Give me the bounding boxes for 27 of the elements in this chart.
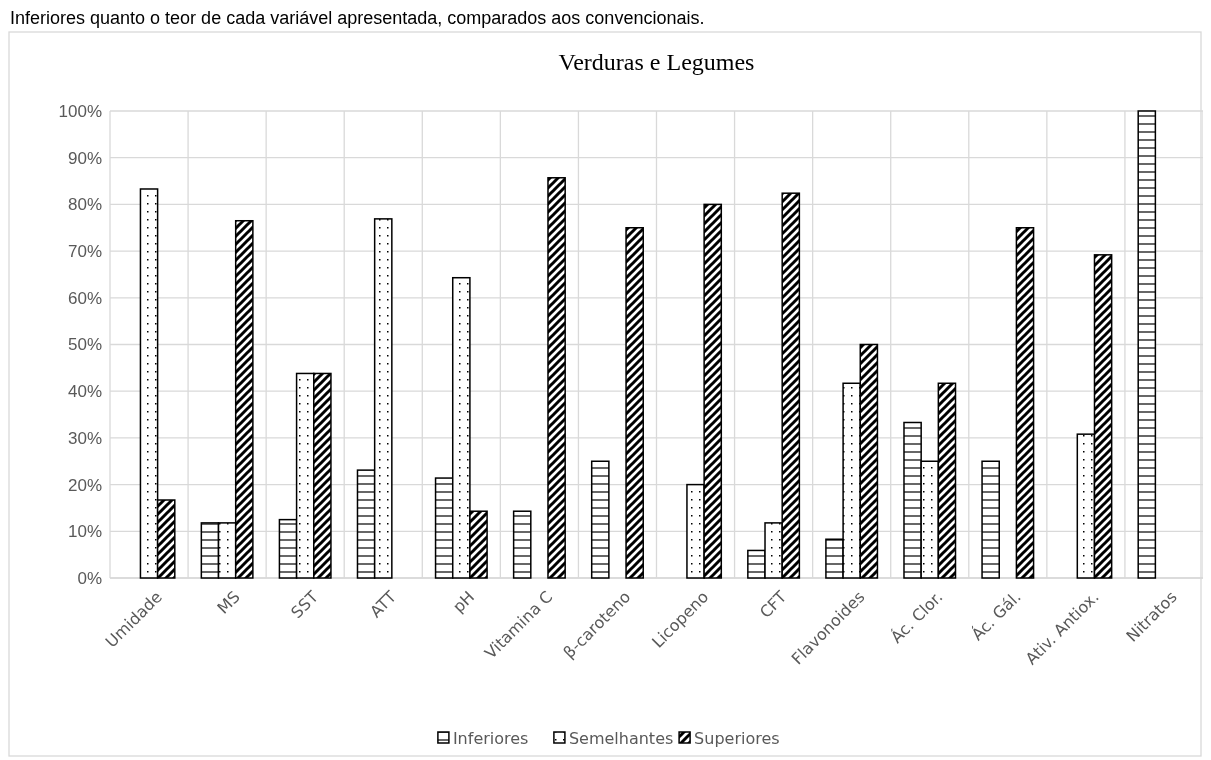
y-tick-label: 70%	[67, 242, 102, 262]
x-tick-label: pH	[448, 587, 479, 617]
y-tick-label: 0%	[77, 568, 102, 588]
y-tick-label: 30%	[67, 428, 102, 448]
text: Inferiores quanto o teor de cada variável apresentada, comparados aos convencionais.	[10, 8, 705, 28]
bar	[981, 460, 1000, 579]
bar	[590, 460, 610, 579]
y-tick-label: 40%	[67, 382, 102, 402]
y-tick-label: 80%	[67, 195, 102, 215]
x-tick-label: Ác. Gál.	[967, 587, 1025, 645]
y-tick-label: 20%	[67, 475, 102, 495]
y-tick-label: 60%	[67, 288, 102, 308]
bar	[625, 227, 644, 579]
chart-title: Verduras e Legumes	[558, 49, 755, 75]
legend-label: Semelhantes	[568, 728, 674, 748]
y-tick-label: 10%	[67, 522, 102, 542]
legend-label: Inferiores	[452, 728, 529, 748]
y-tick-label: 90%	[67, 148, 102, 168]
y-tick-label: 100%	[58, 101, 102, 121]
bar	[512, 510, 532, 579]
bar	[547, 177, 566, 579]
bar	[1015, 227, 1035, 579]
x-tick-label: Ác. Clor.	[886, 587, 947, 647]
bar	[1137, 110, 1157, 579]
y-tick-label: 50%	[67, 335, 102, 355]
legend-label: Superiores	[694, 728, 780, 748]
x-tick-label: MS	[213, 587, 244, 618]
